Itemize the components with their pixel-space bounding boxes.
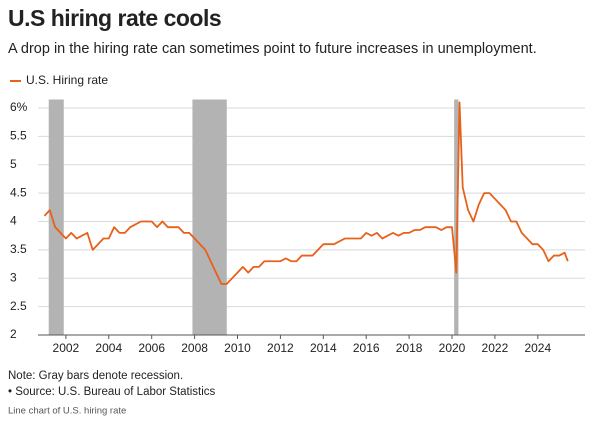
x-tick-label: 2014 — [310, 341, 337, 355]
note: Note: Gray bars denote recession. — [8, 370, 183, 382]
caption: Line chart of U.S. hiring rate — [8, 406, 126, 417]
x-tick-label: 2004 — [95, 341, 122, 355]
x-tick-label: 2002 — [53, 341, 80, 355]
y-tick-label: 4.5 — [10, 185, 27, 199]
legend-label: U.S. Hiring rate — [26, 73, 108, 87]
y-tick-label: 3 — [10, 270, 17, 284]
x-tick-label: 2018 — [396, 341, 423, 355]
recession-bar — [454, 99, 459, 335]
y-tick-label: 5 — [10, 157, 17, 171]
chart-title: U.S hiring rate cools — [8, 5, 221, 31]
y-tick-label: 5.5 — [10, 129, 27, 143]
source: • Source: U.S. Bureau of Labor Statistic… — [8, 386, 216, 398]
y-tick-label: 6% — [10, 100, 28, 114]
x-tick-label: 2010 — [224, 341, 251, 355]
recession-bar — [192, 99, 227, 335]
series-line — [43, 101, 569, 285]
x-tick-label: 2022 — [482, 341, 509, 355]
y-tick-label: 2.5 — [10, 299, 27, 313]
y-tick-label: 4 — [10, 214, 17, 228]
x-tick-label: 2024 — [524, 341, 551, 355]
chart-subtitle: A drop in the hiring rate can sometimes … — [8, 41, 537, 57]
recession-bar — [48, 99, 64, 335]
x-tick-label: 2016 — [353, 341, 380, 355]
x-tick-label: 2020 — [439, 341, 466, 355]
x-tick-label: 2012 — [267, 341, 294, 355]
x-tick-label: 2008 — [181, 341, 208, 355]
y-tick-label: 2 — [10, 327, 17, 341]
y-tick-label: 3.5 — [10, 242, 27, 256]
x-tick-label: 2006 — [138, 341, 165, 355]
